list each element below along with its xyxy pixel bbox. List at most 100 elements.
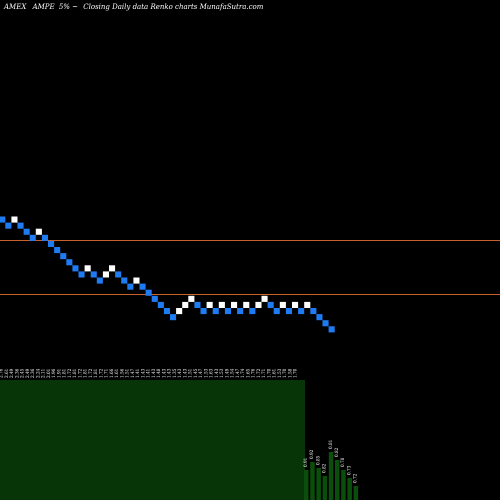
- brick-21-down: [121, 277, 128, 284]
- brick-33-down: [194, 301, 201, 308]
- brick-7-up: [35, 228, 42, 235]
- brick-53-down: [316, 314, 323, 321]
- brick-49-up: [292, 301, 299, 308]
- volume-label: 1.72: [98, 368, 103, 378]
- volume-label: 2.49: [9, 368, 14, 378]
- brick-29-down: [170, 314, 177, 321]
- volume-label: 2.36: [14, 368, 19, 378]
- volume-label: 2.45: [20, 368, 25, 378]
- volume-label: 1.56: [119, 368, 124, 378]
- brick-37-up: [218, 301, 225, 308]
- brick-22-down: [127, 283, 134, 290]
- volume-label: 1.51: [125, 368, 130, 378]
- brick-14-down: [78, 271, 85, 278]
- brick-34-down: [200, 308, 207, 315]
- volume-label: 2.76: [0, 368, 4, 378]
- brick-9-down: [48, 240, 55, 247]
- brick-54-down: [322, 320, 329, 327]
- tail-volume-bar: [316, 468, 321, 500]
- volume-panel: 2.76 2.61 2.49 2.36 2.45 2.49 2.36 2.24 2.11 2.01…: [0, 368, 359, 500]
- brick-45-down: [267, 301, 274, 308]
- volume-label: 1.53: [277, 368, 282, 378]
- tail-volume-bar: [310, 462, 315, 500]
- volume-label: 1.51: [188, 368, 193, 378]
- brick-28-down: [163, 308, 170, 315]
- volume-label: 1.74: [240, 368, 245, 378]
- brick-8-down: [41, 234, 48, 241]
- brick-27-down: [157, 301, 164, 308]
- brick-50-down: [298, 308, 305, 315]
- brick-10-down: [54, 247, 61, 254]
- brick-35-up: [206, 301, 213, 308]
- brick-3-up: [11, 216, 18, 223]
- volume-label: 1.41: [146, 368, 151, 378]
- brick-15-up: [84, 265, 91, 272]
- volume-label: 1.41: [135, 368, 140, 378]
- brick-13-down: [72, 265, 79, 272]
- volume-label: 1.61: [272, 368, 277, 378]
- brick-47-up: [279, 301, 286, 308]
- volume-label: 2.61: [4, 368, 9, 378]
- volume-label: 1.43: [161, 368, 166, 378]
- volume-label: 1.54: [230, 368, 235, 378]
- volume-label: 2.01: [46, 368, 51, 378]
- reference-lines: [0, 240, 500, 295]
- volume-label: 1.47: [130, 368, 135, 378]
- brick-23-up: [133, 277, 140, 284]
- brick-5-down: [23, 228, 30, 235]
- volume-label: 1.43: [140, 368, 145, 378]
- volume-label: 1.43: [182, 368, 187, 378]
- volume-label: 1.72: [88, 368, 93, 378]
- brick-48-down: [285, 308, 292, 315]
- volume-label: 1.35: [172, 368, 177, 378]
- brick-36-down: [212, 308, 219, 315]
- volume-label: 1.43: [167, 368, 172, 378]
- brick-26-down: [151, 295, 158, 302]
- tail-volume-bar: [335, 460, 340, 500]
- volume-label: 2.49: [25, 368, 30, 378]
- tail-volume-label: 0.82: [334, 447, 339, 457]
- brick-38-down: [224, 308, 231, 315]
- brick-17-down: [96, 277, 103, 284]
- volume-label: 1.81: [83, 368, 88, 378]
- tail-volume-bar: [347, 478, 352, 500]
- tail-volume-label: 0.73: [346, 465, 351, 475]
- volume-label: 1.47: [198, 368, 203, 378]
- volume-label: 1.71: [104, 368, 109, 378]
- volume-label: 1.91: [56, 368, 61, 378]
- caption-label: Closing Daily data Renko charts MunafaSu…: [83, 3, 263, 11]
- volume-label: 1.65: [245, 368, 250, 378]
- volume-label: 1.53: [219, 368, 224, 378]
- volume-label: 2.36: [30, 368, 35, 378]
- exchange-label: AMEX: [3, 3, 27, 11]
- volume-label: 1.63: [209, 368, 214, 378]
- renko-bricks: [0, 216, 335, 333]
- brick-55-down: [328, 326, 335, 333]
- brick-32-up: [188, 295, 195, 302]
- tail-volume-label: 0.81: [328, 439, 333, 449]
- brick-30-up: [176, 308, 183, 315]
- volume-label: 1.81: [93, 368, 98, 378]
- volume-label: 1.61: [114, 368, 119, 378]
- tail-volume-bar: [353, 486, 359, 500]
- brick-1-down: [0, 216, 6, 223]
- volume-label: 1.45: [193, 368, 198, 378]
- volume-label: 1.43: [177, 368, 182, 378]
- brick-44-up: [261, 295, 268, 302]
- brick-19-up: [109, 265, 116, 272]
- volume-label: 1.47: [235, 368, 240, 378]
- brick-51-up: [304, 301, 311, 308]
- brick-4-down: [17, 222, 24, 229]
- brick-11-down: [60, 253, 67, 260]
- volume-label: 1.81: [62, 368, 67, 378]
- tail-volume-label: 0.78: [340, 457, 345, 467]
- brick-40-down: [237, 308, 244, 315]
- tail-volume-bar: [328, 452, 334, 500]
- brick-2-down: [5, 222, 12, 229]
- brick-52-down: [310, 308, 317, 315]
- brick-25-down: [145, 289, 152, 296]
- tail-volume-label: 0.85: [315, 455, 320, 465]
- volume-label: 1.49: [224, 368, 229, 378]
- brick-18-up: [102, 271, 109, 278]
